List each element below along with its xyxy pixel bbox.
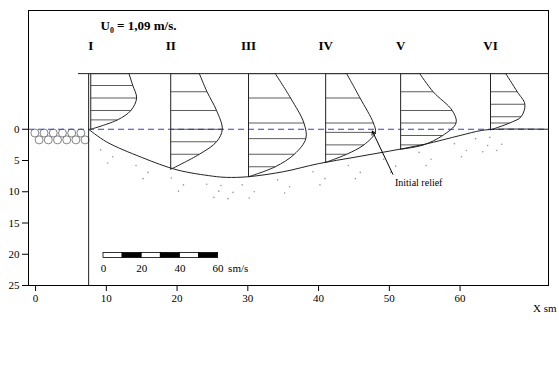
svg-text:0: 0 [33, 292, 39, 304]
svg-text:60: 60 [213, 262, 225, 274]
svg-text:IV: IV [318, 38, 333, 53]
svg-text:20: 20 [136, 262, 148, 274]
svg-text:II: II [166, 38, 176, 53]
svg-text:30: 30 [242, 292, 254, 304]
svg-text:10: 10 [101, 292, 113, 304]
svg-text:10: 10 [9, 185, 21, 197]
svg-text:sm/s: sm/s [228, 262, 248, 274]
svg-text:40: 40 [313, 292, 325, 304]
svg-text:V: V [396, 38, 406, 53]
svg-text:VI: VI [483, 38, 497, 53]
svg-text:U₀ = 1,09 m/s.: U₀ = 1,09 m/s. [101, 18, 177, 33]
svg-text:25: 25 [9, 279, 21, 291]
svg-text:Initial relief: Initial relief [395, 177, 443, 188]
svg-text:5: 5 [14, 154, 20, 166]
svg-text:0: 0 [14, 123, 20, 135]
svg-text:15: 15 [9, 217, 21, 229]
svg-text:60: 60 [455, 292, 467, 304]
svg-text:III: III [241, 38, 256, 53]
svg-text:0: 0 [101, 262, 107, 274]
svg-text:I: I [88, 38, 93, 53]
svg-text:X sm: X sm [533, 302, 557, 314]
svg-text:40: 40 [174, 262, 186, 274]
svg-text:20: 20 [9, 248, 21, 260]
svg-text:50: 50 [384, 292, 396, 304]
svg-text:20: 20 [172, 292, 184, 304]
